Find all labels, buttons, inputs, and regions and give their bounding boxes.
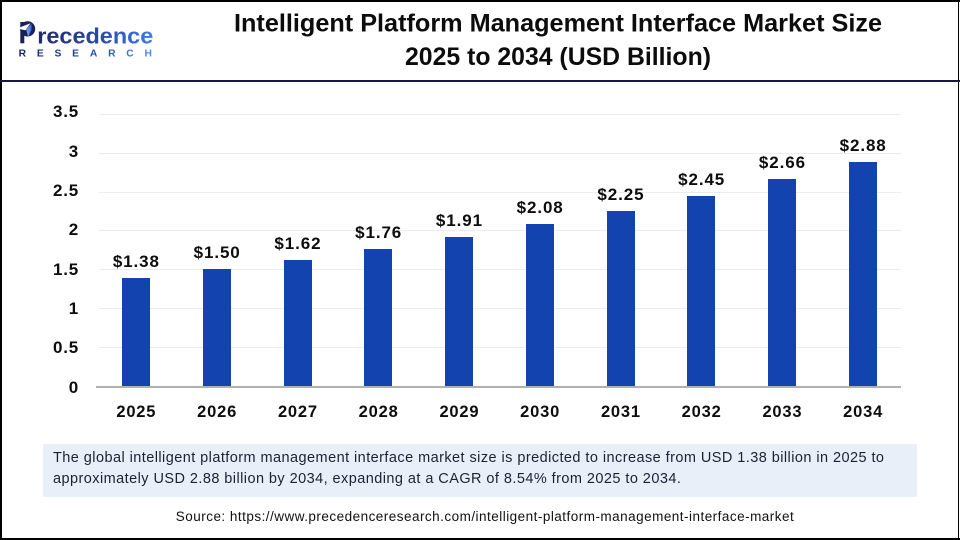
svg-text:Intelligent Platform Managemen: Intelligent Platform Management Interfac…: [234, 10, 882, 38]
svg-text:RESEARCH: RESEARCH: [19, 49, 163, 60]
svg-text:recedence: recedence: [37, 23, 153, 48]
svg-text:2025 to 2034 (USD Billion): 2025 to 2034 (USD Billion): [405, 43, 711, 71]
